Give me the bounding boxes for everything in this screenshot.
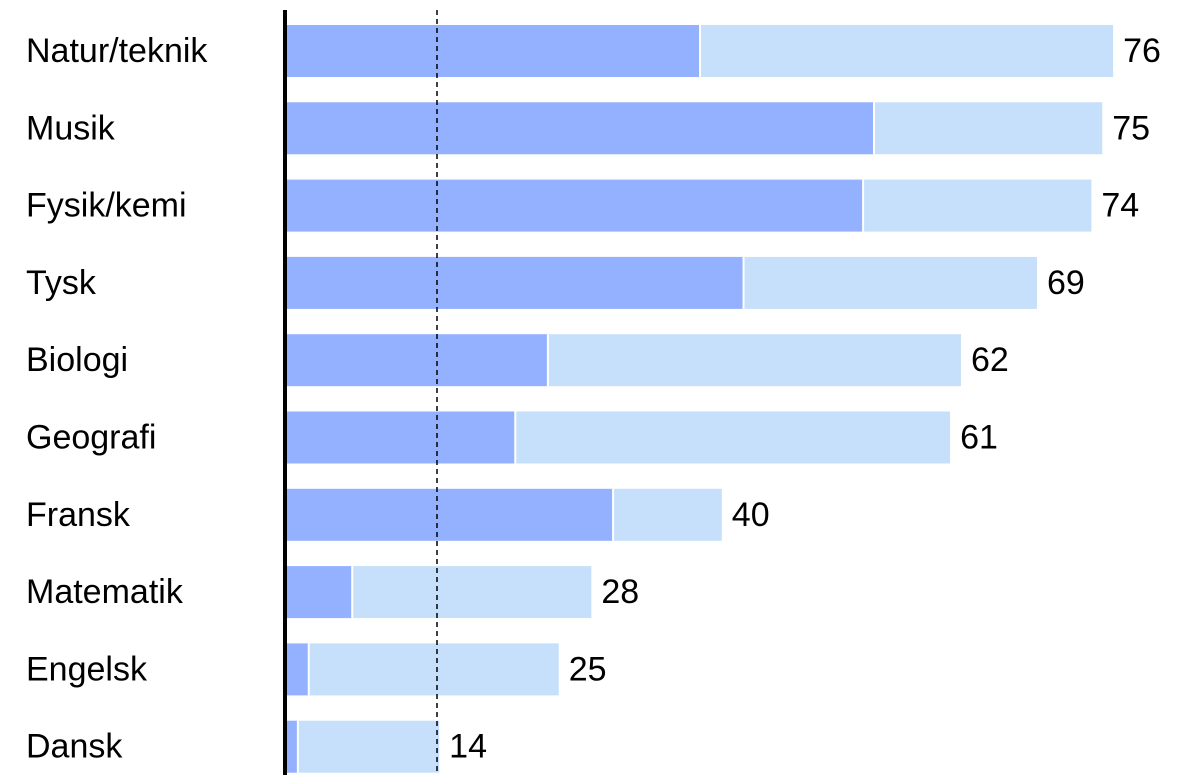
bar-1-geografi <box>287 411 516 464</box>
bar-2-tysk <box>743 256 1038 309</box>
category-label: Tysk <box>26 264 97 302</box>
bar-2-dansk <box>297 720 440 773</box>
value-label: 62 <box>971 341 1009 379</box>
bar-1-biologi <box>287 334 548 387</box>
value-label: 74 <box>1101 187 1139 225</box>
value-label: 14 <box>449 728 487 766</box>
bar-2-matematik <box>352 566 592 619</box>
labels-group: Natur/teknik 76 Musik 75 Fysik/kemi 74 Tysk 69 B… <box>26 32 1161 766</box>
category-label: Fransk <box>26 496 131 534</box>
value-label: 28 <box>601 573 639 611</box>
category-label: Fysik/kemi <box>26 187 187 225</box>
category-label: Dansk <box>26 728 123 766</box>
category-label: Engelsk <box>26 650 148 688</box>
bar-1-fysik-kemi <box>287 179 864 232</box>
category-label: Geografi <box>26 419 156 457</box>
bar-1-musik <box>287 102 874 155</box>
category-label: Natur/teknik <box>26 32 208 70</box>
category-label: Biologi <box>26 341 128 379</box>
bar-2-biologi <box>547 334 961 387</box>
bar-2-fysik-kemi <box>863 179 1092 232</box>
bar-2-natur-teknik <box>700 25 1114 77</box>
value-label: 61 <box>960 419 998 457</box>
bars-group <box>287 25 1114 773</box>
bar-1-engelsk <box>287 643 309 696</box>
category-label: Musik <box>26 109 116 147</box>
bar-2-fransk <box>613 488 722 541</box>
bar-1-matematik <box>287 566 353 619</box>
value-label: 76 <box>1123 32 1161 70</box>
category-label: Matematik <box>26 573 184 611</box>
value-label: 25 <box>569 650 607 688</box>
value-label: 69 <box>1047 264 1085 302</box>
bar-1-tysk <box>287 256 744 309</box>
value-label: 75 <box>1112 109 1150 147</box>
bar-1-fransk <box>287 488 614 541</box>
bar-2-geografi <box>515 411 951 464</box>
bar-1-natur-teknik <box>287 25 701 77</box>
bar-1-dansk <box>287 720 298 773</box>
bar-2-engelsk <box>308 643 559 696</box>
bar-2-musik <box>873 102 1103 155</box>
value-label: 40 <box>732 496 770 534</box>
